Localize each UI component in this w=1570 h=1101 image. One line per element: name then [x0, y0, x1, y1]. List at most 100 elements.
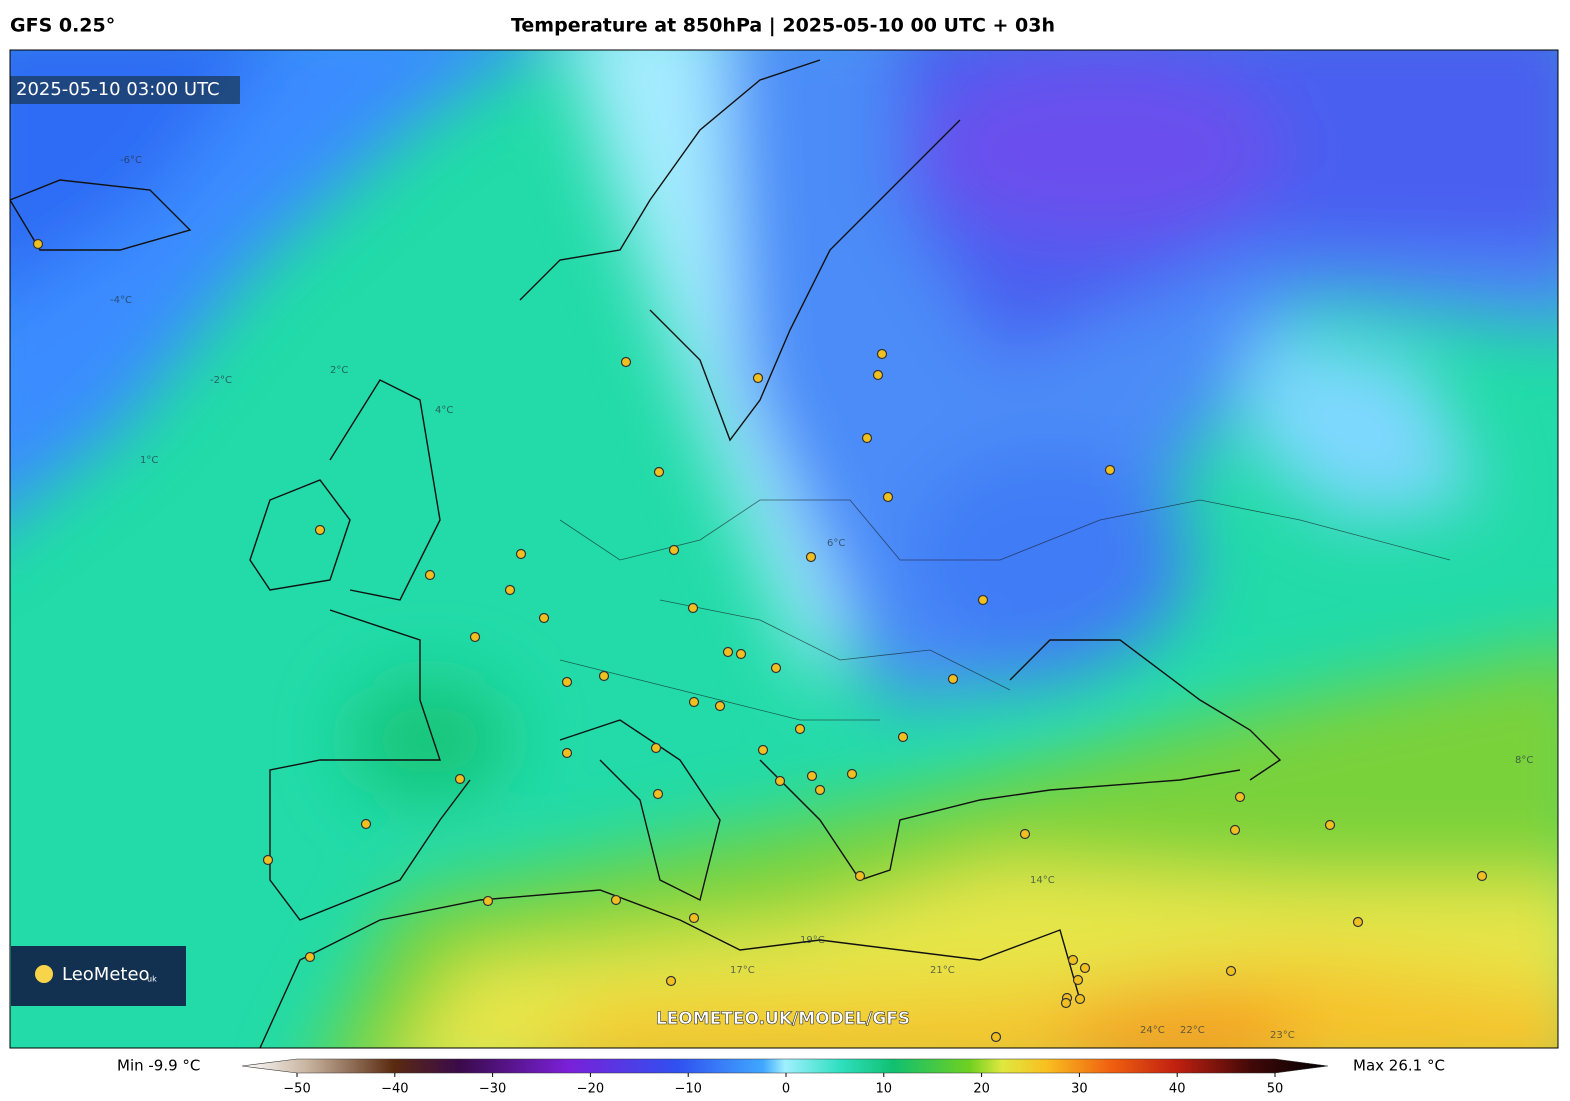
city-markers: [32, 238, 1488, 1043]
city-marker: [846, 768, 858, 780]
city-marker: [1060, 997, 1072, 1009]
timestamp: 2025-05-10 03:00 UTC: [16, 79, 220, 100]
city-marker: [1104, 464, 1116, 476]
contour-label: 1°C: [140, 455, 158, 466]
logo-sun: [35, 965, 53, 983]
colorbar-tick-label: −10: [674, 1082, 701, 1097]
city-marker: [688, 696, 700, 708]
colorbar-tick-label: −30: [479, 1082, 506, 1097]
city-marker: [947, 673, 959, 685]
city-marker: [482, 895, 494, 907]
city-marker: [752, 372, 764, 384]
colorbar-tick-label: 50: [1267, 1082, 1284, 1097]
city-marker: [882, 491, 894, 503]
city-marker: [653, 466, 665, 478]
city-marker: [897, 731, 909, 743]
city-marker: [504, 584, 516, 596]
contour-label: 19°C: [800, 935, 825, 946]
contour-label: 23°C: [1270, 1030, 1295, 1041]
contour-label: 8°C: [1515, 755, 1533, 766]
city-marker: [1324, 819, 1336, 831]
city-marker: [1476, 870, 1488, 882]
city-marker: [304, 951, 316, 963]
city-marker: [1225, 965, 1237, 977]
logo-suffix: uk: [147, 975, 157, 984]
coastlines: [10, 59, 1282, 1048]
contour-label: 24°C: [1140, 1025, 1165, 1036]
city-marker: [1234, 791, 1246, 803]
city-marker: [515, 548, 527, 560]
city-marker: [805, 551, 817, 563]
city-marker: [469, 631, 481, 643]
contour-label: 6°C: [827, 538, 845, 549]
city-marker: [610, 894, 622, 906]
city-marker: [757, 744, 769, 756]
map-frame: [9, 49, 1559, 1049]
city-marker: [688, 912, 700, 924]
city-marker: [861, 432, 873, 444]
colorbar-ticks: −50 −40 −30 −20 −10 0 10 20 30 40 50: [283, 1073, 1283, 1097]
colorbar-tick-label: 0: [782, 1082, 790, 1097]
city-marker: [620, 356, 632, 368]
city-marker: [1079, 962, 1091, 974]
city-marker: [770, 662, 782, 674]
contour-label: 4°C: [435, 405, 453, 416]
city-marker: [990, 1031, 1002, 1043]
city-marker: [360, 818, 372, 830]
city-marker: [814, 784, 826, 796]
contour-label: 17°C: [730, 965, 755, 976]
city-marker: [668, 544, 680, 556]
city-marker: [262, 854, 274, 866]
logo-text: LeoMeteo: [62, 964, 150, 985]
city-marker: [806, 770, 818, 782]
contour-label: 2°C: [330, 365, 348, 376]
contour-label: 21°C: [930, 965, 955, 976]
city-marker: [598, 670, 610, 682]
map-title: Temperature at 850hPa | 2025-05-10 00 UT…: [511, 15, 1055, 37]
city-marker: [665, 975, 677, 987]
city-marker: [454, 773, 466, 785]
colorbar-tick-label: 30: [1071, 1082, 1088, 1097]
contour-label: -2°C: [210, 375, 232, 386]
colorbar-max: Max 26.1 °C: [1353, 1057, 1445, 1075]
city-marker: [722, 646, 734, 658]
colorbar-tick-label: 40: [1169, 1082, 1186, 1097]
city-marker: [32, 238, 44, 250]
city-marker: [561, 676, 573, 688]
city-marker: [424, 569, 436, 581]
city-marker: [1229, 824, 1241, 836]
colorbar-tick-label: −40: [381, 1082, 408, 1097]
city-marker: [538, 612, 550, 624]
colorbar-min: Min -9.9 °C: [117, 1057, 200, 1075]
model-name: GFS 0.25°: [10, 15, 115, 37]
contour-label: 22°C: [1180, 1025, 1205, 1036]
city-marker: [1019, 828, 1031, 840]
city-marker: [1067, 954, 1079, 966]
contour-label: -4°C: [110, 295, 132, 306]
city-marker: [652, 788, 664, 800]
colorbar-tick-label: 10: [876, 1082, 893, 1097]
city-marker: [774, 775, 786, 787]
city-marker: [650, 742, 662, 754]
contour-label: -6°C: [120, 155, 142, 166]
city-marker: [1074, 993, 1086, 1005]
city-marker: [854, 870, 866, 882]
watermark: LEOMETEO.UK/MODEL/GFS: [656, 1009, 910, 1029]
city-marker: [872, 369, 884, 381]
city-marker: [687, 602, 699, 614]
city-marker: [714, 700, 726, 712]
city-marker: [314, 524, 326, 536]
colorbar-tick-label: 20: [973, 1082, 990, 1097]
colorbar: [241, 1058, 1329, 1074]
city-marker: [735, 648, 747, 660]
colorbar-tick-label: −20: [577, 1082, 604, 1097]
timestamp-box: [10, 76, 240, 104]
contour-label: 14°C: [1030, 875, 1055, 886]
city-marker: [794, 723, 806, 735]
city-marker: [1352, 916, 1364, 928]
colorbar-tick-label: −50: [283, 1082, 310, 1097]
